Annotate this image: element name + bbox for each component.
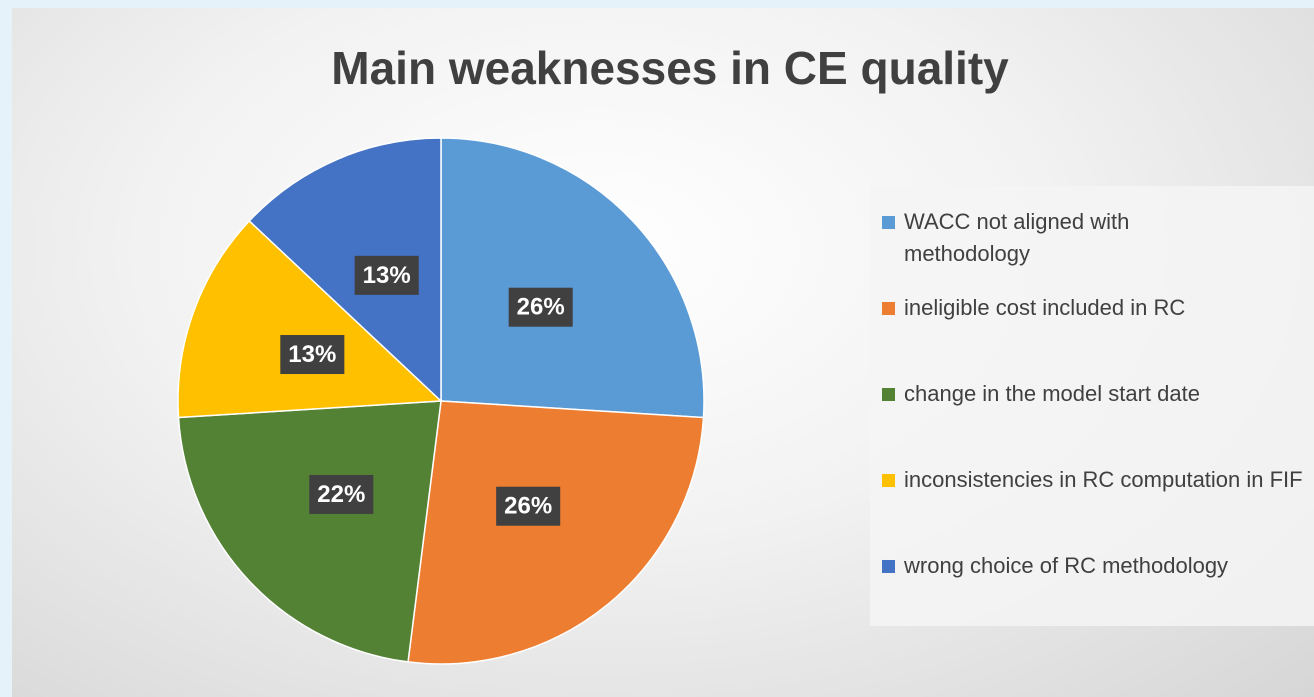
legend-item: wrong choice of RC methodology <box>882 550 1228 582</box>
pie-slice <box>177 219 443 419</box>
legend-swatch <box>882 302 895 315</box>
chart: Main weaknesses in CE quality 26% 26% 22% 1… <box>177 42 1009 665</box>
legend-swatch <box>882 560 895 573</box>
chart-title: Main weaknesses in CE quality <box>331 42 1009 94</box>
legend-label: ineligible cost included in RC <box>904 295 1186 320</box>
data-label: 13% <box>363 262 411 289</box>
legend-swatch <box>882 474 895 487</box>
legend-swatch <box>882 388 895 401</box>
legend-label: change in the model start date <box>904 381 1200 406</box>
pie-slice <box>177 400 442 663</box>
data-label-box <box>354 255 419 295</box>
legend-item: inconsistencies in RC computation in FIF <box>882 464 1304 496</box>
legend-label: WACC not aligned with methodology <box>904 209 1130 266</box>
data-label: 26% <box>517 294 565 321</box>
data-label: 26% <box>504 493 552 520</box>
legend-label: wrong choice of RC methodology <box>904 553 1229 578</box>
chart-area: Main weaknesses in CE quality 26% 26% 22% 1… <box>12 8 1314 697</box>
data-label-box <box>496 486 561 526</box>
data-label-box <box>280 335 345 375</box>
data-label-box <box>309 474 374 514</box>
legend: WACC not aligned with methodology ineligi… <box>870 186 1314 626</box>
pie-slice <box>407 400 705 665</box>
legend-label: inconsistencies in RC computation in FIF <box>904 467 1303 492</box>
legend-item: change in the model start date <box>882 378 1200 410</box>
legend-swatch <box>882 216 895 229</box>
data-label: 22% <box>317 481 365 508</box>
legend-item: ineligible cost included in RC <box>882 292 1185 324</box>
legend-item: WACC not aligned with methodology <box>882 206 1184 270</box>
pie-slice <box>248 137 442 403</box>
data-label: 13% <box>288 341 336 368</box>
pie-slice <box>440 137 705 419</box>
data-label-box <box>508 287 573 327</box>
